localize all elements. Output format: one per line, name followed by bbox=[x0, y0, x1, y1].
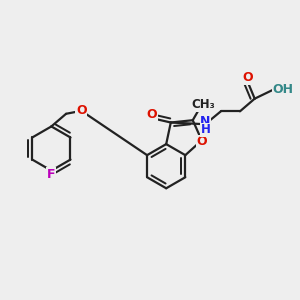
Text: OH: OH bbox=[273, 83, 294, 96]
Text: O: O bbox=[242, 71, 253, 84]
Text: F: F bbox=[47, 168, 56, 181]
Text: O: O bbox=[147, 108, 158, 121]
Text: O: O bbox=[76, 104, 87, 117]
Text: H: H bbox=[201, 123, 211, 136]
Text: O: O bbox=[196, 135, 207, 148]
Text: CH₃: CH₃ bbox=[191, 98, 215, 111]
Text: N: N bbox=[200, 115, 211, 128]
